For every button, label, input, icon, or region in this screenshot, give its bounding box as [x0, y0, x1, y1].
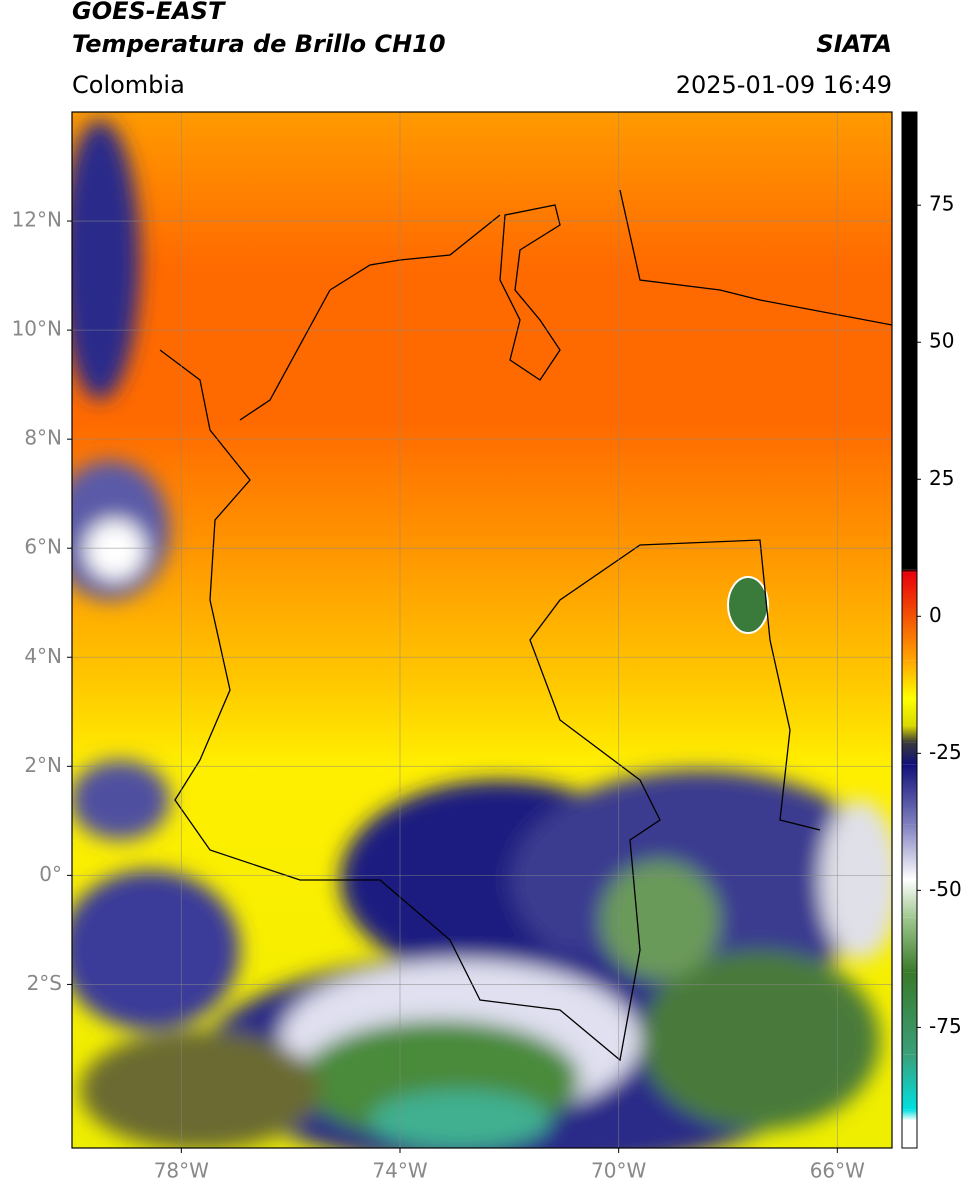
y-tick-label: 4°N: [24, 644, 62, 668]
colorbar-tick-label: 50: [929, 329, 954, 353]
colorbar-band: [902, 764, 917, 825]
colorbar-band: [902, 725, 917, 743]
colorbar-band: [902, 742, 917, 765]
x-tick-label: 70°W: [591, 1159, 646, 1183]
colorbar-band: [902, 824, 917, 880]
colorbar-band: [902, 1054, 917, 1110]
colorbar-tick-label: -25: [929, 740, 962, 764]
map-frame: [71, 111, 893, 1149]
colorbar-tick-label: 25: [929, 466, 954, 490]
colorbar-band: [902, 660, 917, 699]
y-tick-label: 2°N: [24, 753, 62, 777]
y-tick-label: 0°: [39, 862, 62, 886]
source: SIATA: [816, 30, 892, 58]
colorbar-band: [902, 572, 917, 661]
colorbar-band: [902, 1109, 917, 1121]
colorbar-tick-label: 75: [929, 192, 954, 216]
datetime: 2025-01-09 16:49: [676, 71, 892, 99]
product: Temperatura de Brillo CH10: [72, 30, 446, 58]
x-tick-label: 74°W: [372, 1159, 427, 1183]
colorbar-band: [902, 698, 917, 726]
y-tick-label: 2°S: [27, 971, 62, 995]
satellite: GOES-EAST: [72, 0, 226, 25]
colorbar-band: [902, 1120, 917, 1148]
graticule: [72, 112, 892, 1148]
colorbar-band: [902, 917, 917, 973]
y-tick-label: 6°N: [24, 535, 62, 559]
y-tick-label: 8°N: [24, 426, 62, 450]
colorbar-frame: [901, 111, 918, 1149]
satellite-image: [72, 112, 892, 1148]
colorbar-band: [902, 569, 917, 573]
y-tick-label: 12°N: [12, 208, 62, 232]
colorbar-band: [902, 972, 917, 1055]
x-tick-label: 66°W: [810, 1159, 865, 1183]
y-tick-label: 10°N: [12, 317, 62, 341]
region: Colombia: [72, 71, 185, 99]
colorbar-tick-label: -75: [929, 1014, 962, 1038]
x-tick-label: 78°W: [154, 1159, 209, 1183]
colorbar-band: [902, 112, 917, 570]
colorbar-tick-label: -50: [929, 877, 962, 901]
colorbar-tick-label: 0: [929, 603, 942, 627]
colorbar-band: [902, 879, 917, 918]
